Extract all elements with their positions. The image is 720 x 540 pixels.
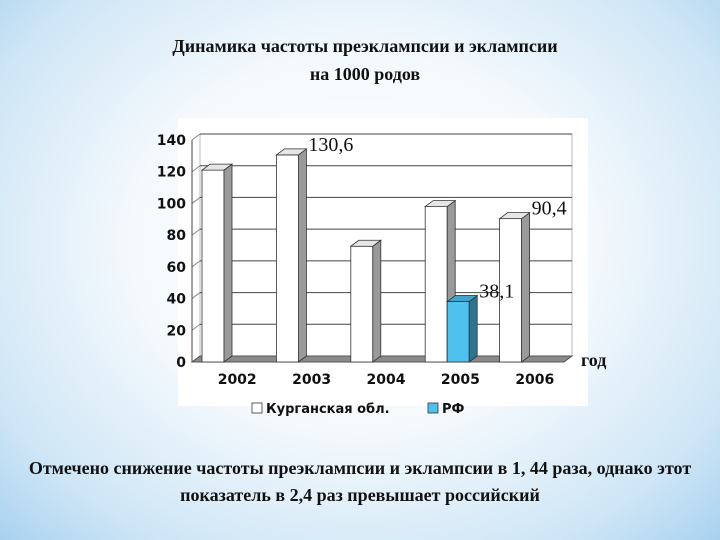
bar-front	[446, 301, 470, 363]
x-tick-label: 2003	[292, 372, 331, 388]
x-tick-label: 2005	[441, 372, 480, 388]
bar-side	[297, 148, 307, 363]
gridline-side	[191, 323, 201, 331]
y-tick-label: 120	[157, 165, 186, 181]
gridline-side	[191, 228, 201, 236]
bar-front	[201, 169, 225, 363]
gridline-side	[191, 292, 201, 299]
bar-top	[446, 295, 479, 302]
y-tick-label: 40	[167, 292, 187, 308]
chart-title-line-1: Динамика частоты преэклампсии и эклампси…	[172, 36, 558, 56]
x-tick-label: 2004	[367, 372, 406, 388]
y-tick-label: 80	[167, 228, 187, 244]
bar	[200, 163, 234, 363]
y-tick-label: 60	[167, 260, 187, 276]
bars	[200, 148, 531, 363]
data-label: 90,4	[532, 198, 567, 220]
x-axis: 2002 2003 2004 2005 2006	[218, 372, 555, 388]
bar-front	[350, 245, 374, 363]
gridline-side	[191, 197, 201, 204]
legend-label: РФ	[442, 402, 465, 417]
bar-side	[372, 239, 382, 363]
bar-front	[275, 154, 299, 363]
chart-title: Динамика частоты преэклампсии и эклампси…	[80, 32, 650, 88]
gridline-side	[191, 133, 201, 141]
bar-top	[424, 200, 457, 208]
bar-top	[275, 148, 308, 156]
y-tick-label: 0	[176, 355, 186, 371]
data-labels: 130,6 38,1 90,4	[308, 134, 566, 303]
conclusion-text: Отмечено снижение частоты преэклампсии и…	[28, 458, 692, 505]
bar	[498, 211, 531, 363]
x-tick-label: 2002	[218, 372, 257, 388]
gridline-side	[191, 260, 201, 268]
data-label: 38,1	[479, 281, 514, 303]
legend-swatch	[251, 402, 263, 414]
bar-top	[349, 239, 382, 247]
bar-front	[424, 206, 448, 363]
x-tick-label: 2006	[515, 372, 554, 388]
gridline-side	[191, 165, 201, 173]
bar	[446, 294, 479, 363]
y-tick-label: 20	[167, 323, 187, 339]
y-tick-label: 140	[157, 133, 186, 149]
legend-item: Курганская обл.	[251, 402, 390, 417]
bar	[275, 148, 308, 363]
y-axis: 0 20 40 60 80 100 120 140	[157, 133, 193, 371]
y-tick-label: 100	[157, 196, 186, 212]
bar-top	[498, 212, 531, 220]
bar-side	[521, 211, 530, 363]
legend-swatch	[427, 402, 439, 414]
x-axis-label: год	[581, 350, 606, 370]
bar-top	[200, 163, 234, 171]
legend: Курганская обл. РФ	[251, 402, 465, 417]
legend-label: Курганская обл.	[266, 402, 390, 417]
bar-side	[223, 163, 233, 363]
data-label: 130,6	[308, 134, 353, 156]
bar	[349, 239, 382, 363]
bar-side	[468, 294, 478, 363]
chart-title-line-2: на 1000 родов	[309, 64, 421, 84]
legend-item: РФ	[427, 402, 465, 417]
